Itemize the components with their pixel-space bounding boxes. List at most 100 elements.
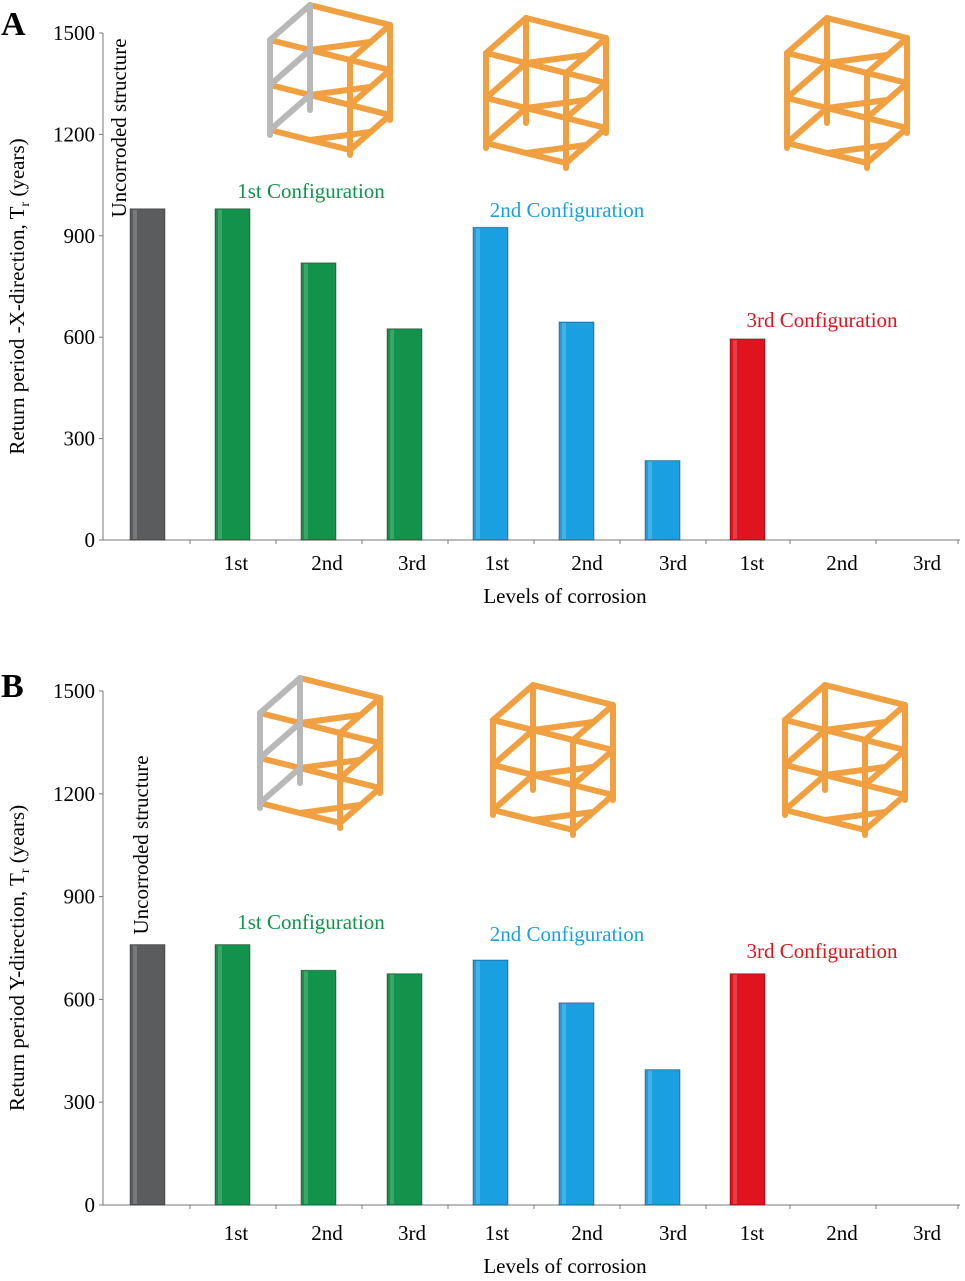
y-tick-label: 300 (64, 427, 96, 451)
bar-config2-6 (558, 1002, 595, 1206)
bar-highlight (476, 228, 480, 539)
bar-uncorroded-1 (129, 208, 166, 541)
x-tick-label: 1st (224, 551, 249, 575)
group-label-config2: 2nd Configuration (490, 922, 645, 946)
group-label-config3: 3rd Configuration (746, 939, 898, 963)
frame-member (822, 682, 908, 708)
y-axis-label-sub: r (18, 202, 33, 207)
bar-highlight (390, 329, 394, 539)
panel-letter: B (1, 668, 24, 705)
frame-member (822, 764, 888, 778)
bar-highlight (562, 322, 566, 539)
y-axis-label: Return period Y-direction, Tr (years) (5, 805, 33, 1111)
frame-member (267, 2, 313, 43)
frame-member (530, 682, 616, 708)
frame-member (297, 802, 363, 816)
bar-config2-7 (644, 1069, 681, 1206)
x-tick-label: 1st (224, 1221, 249, 1245)
bar-config2-5 (472, 959, 509, 1206)
x-tick-label: 3rd (659, 551, 687, 575)
frame-member (523, 52, 589, 66)
frame-member (483, 60, 529, 101)
frame-member (490, 772, 536, 813)
frame-member (782, 682, 828, 723)
bar-highlight (133, 945, 137, 1204)
frame-structure-icon-B-1 (257, 675, 383, 831)
frame-member (530, 764, 596, 778)
y-tick-label: 1200 (53, 122, 95, 146)
frame-member (307, 129, 373, 143)
frame-member (530, 809, 596, 823)
chart-panel-A: A 0 300 600 900 1200 1500 Return period -X-dire… (1, 2, 960, 608)
bar-highlight (304, 263, 308, 539)
y-tick-label: 1500 (53, 679, 95, 703)
group-label-config1: 1st Configuration (237, 910, 385, 934)
bar-highlight (648, 461, 652, 539)
bar-highlight (390, 974, 394, 1204)
y-tick-label: 0 (85, 1193, 96, 1217)
frame-member (824, 97, 890, 111)
frame-member (523, 97, 589, 111)
frame-member (257, 675, 303, 716)
frame-member (530, 719, 596, 733)
frame-member (824, 52, 890, 66)
y-tick-label: 900 (64, 885, 96, 909)
frame-member (824, 142, 890, 156)
frame-member (822, 719, 888, 733)
frame-member (297, 675, 383, 701)
frame-member (483, 105, 529, 146)
bar-highlight (218, 209, 222, 539)
frame-structure-icon-A-2 (483, 15, 609, 171)
group-label-uncorroded: Uncorroded structure (107, 38, 131, 217)
frame-member (824, 15, 910, 41)
x-tick-label: 3rd (659, 1221, 687, 1245)
bar-highlight (648, 1070, 652, 1204)
y-axis-label-tail: (years) (5, 138, 29, 202)
group-label-uncorroded: Uncorroded structure (129, 755, 153, 934)
frame-member (490, 727, 536, 768)
y-axis-label: Return period -X-direction, Tr (years) (5, 138, 33, 454)
frame-member (523, 15, 609, 41)
bar-highlight (562, 1003, 566, 1204)
y-tick-label: 1500 (53, 21, 95, 45)
y-axis-label-sub: r (18, 868, 33, 873)
x-tick-label: 2nd (311, 551, 343, 575)
frame-member (307, 84, 373, 98)
frame-structure-icon-B-3 (782, 682, 908, 838)
bar-config2-6 (558, 321, 595, 541)
x-tick-label: 2nd (311, 1221, 343, 1245)
frame-structure-icon-A-3 (784, 15, 910, 171)
frame-member (523, 142, 589, 156)
frame-member (784, 15, 830, 56)
bar-highlight (733, 974, 737, 1204)
panel-letter: A (1, 6, 26, 43)
x-tick-label: 1st (485, 1221, 510, 1245)
y-tick-label: 1200 (53, 782, 95, 806)
x-tick-label: 3rd (398, 1221, 426, 1245)
x-tick-label: 2nd (826, 551, 858, 575)
bar-config1-4 (386, 973, 423, 1206)
x-tick-label: 1st (740, 1221, 765, 1245)
frame-structure-icon-B-2 (490, 682, 616, 838)
frame-member (307, 39, 373, 53)
bar-config2-5 (472, 226, 509, 541)
y-tick-label: 0 (85, 528, 96, 552)
bar-uncorroded-1 (129, 944, 166, 1206)
frame-member (782, 772, 828, 813)
frame-member (267, 92, 313, 133)
y-axis-label-main: Return period Y-direction, T (5, 873, 29, 1111)
bar-highlight (733, 339, 737, 539)
x-tick-label: 1st (485, 551, 510, 575)
frame-member (782, 727, 828, 768)
y-axis-label-tail: (years) (5, 805, 29, 869)
bar-config3-8 (729, 338, 766, 541)
y-axis-label-main: Return period -X-direction, T (5, 206, 29, 454)
bar-config1-3 (300, 262, 337, 541)
frame-member (297, 757, 363, 771)
y-tick-label: 600 (64, 325, 96, 349)
x-tick-label: 3rd (913, 551, 941, 575)
frame-member (257, 720, 303, 761)
group-label-config2: 2nd Configuration (490, 198, 645, 222)
x-tick-label: 2nd (826, 1221, 858, 1245)
